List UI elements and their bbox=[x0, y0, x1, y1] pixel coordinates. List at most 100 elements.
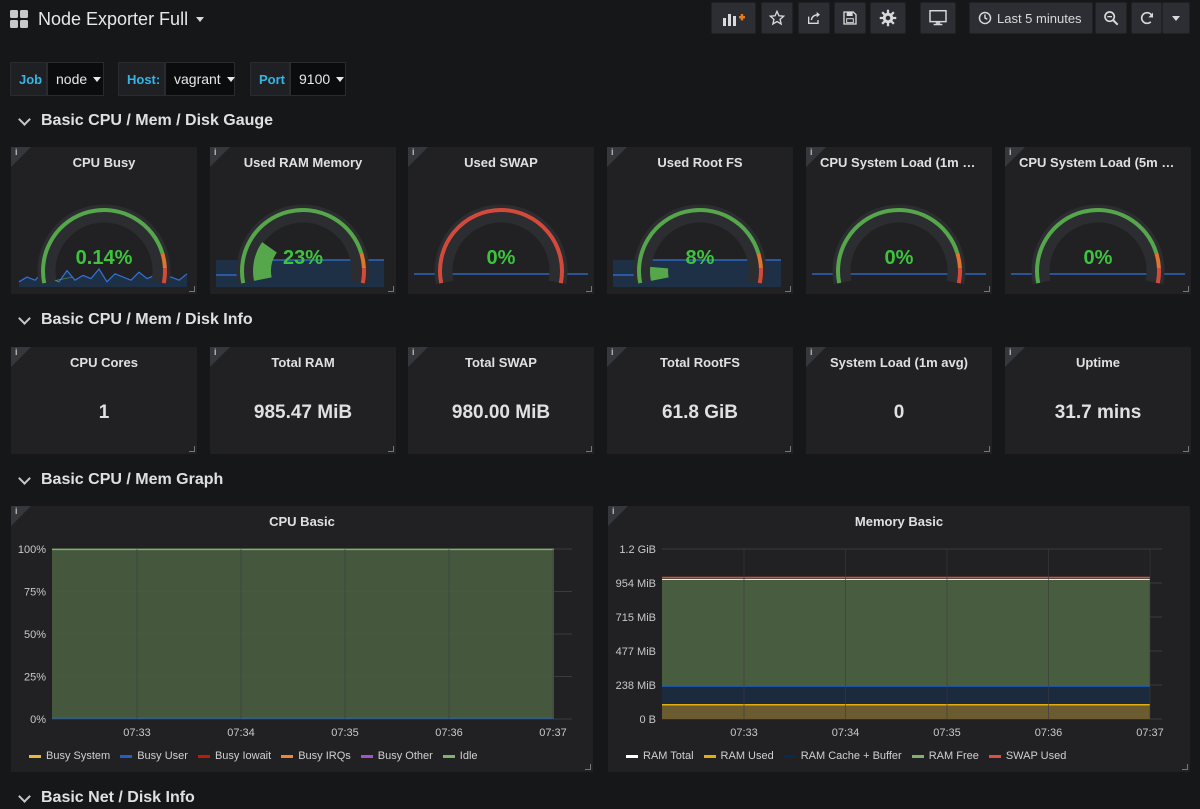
ram-used-area bbox=[662, 705, 1150, 719]
x-tick-label: 07:36 bbox=[1035, 727, 1063, 739]
zoom-out-button[interactable] bbox=[1095, 2, 1127, 34]
stat-panel[interactable]: i Total RAM 985.47 MiB bbox=[210, 347, 396, 454]
legend-item[interactable]: Busy IRQs bbox=[281, 750, 351, 762]
x-tick-label: 07:35 bbox=[933, 727, 961, 739]
settings-button[interactable] bbox=[870, 2, 906, 34]
panel-resize-handle[interactable] bbox=[1182, 764, 1188, 770]
x-tick-label: 07:36 bbox=[435, 727, 463, 739]
legend-swatch bbox=[29, 755, 41, 758]
legend-item[interactable]: RAM Total bbox=[626, 750, 694, 762]
time-range-picker[interactable]: Last 5 minutes bbox=[969, 2, 1093, 34]
gauge-panel[interactable]: i CPU System Load (1m avg) 0% bbox=[806, 147, 992, 294]
add-panel-button[interactable] bbox=[711, 2, 756, 34]
gauge-panel[interactable]: i CPU System Load (5m avg) 0% bbox=[1005, 147, 1191, 294]
panel-title[interactable]: Uptime bbox=[1005, 355, 1191, 370]
legend-label: Busy System bbox=[46, 750, 110, 762]
legend-item[interactable]: RAM Cache + Buffer bbox=[784, 750, 902, 762]
variable-job-select[interactable]: node bbox=[47, 62, 104, 96]
panel-title[interactable]: Total RAM bbox=[210, 355, 396, 370]
legend-label: Busy Iowait bbox=[215, 750, 271, 762]
row-info-header[interactable]: Basic CPU / Mem / Disk Info bbox=[20, 309, 253, 331]
variable-label: Job bbox=[10, 62, 47, 96]
idle-area bbox=[52, 549, 554, 719]
star-icon bbox=[769, 10, 785, 26]
gauge-panel[interactable]: i Used Root FS 8% bbox=[607, 147, 793, 294]
panel-resize-handle[interactable] bbox=[1183, 446, 1189, 452]
legend-swatch bbox=[120, 755, 132, 758]
gear-icon bbox=[879, 9, 897, 27]
legend-swatch bbox=[198, 755, 210, 758]
panel-resize-handle[interactable] bbox=[785, 446, 791, 452]
x-tick-label: 07:35 bbox=[331, 727, 359, 739]
panel-title[interactable]: System Load (1m avg) bbox=[806, 355, 992, 370]
gauge-threshold-crit bbox=[164, 268, 165, 283]
row-gauge-header[interactable]: Basic CPU / Mem / Disk Gauge bbox=[20, 110, 273, 132]
refresh-interval-button[interactable] bbox=[1162, 2, 1190, 34]
panel-title[interactable]: Total RootFS bbox=[607, 355, 793, 370]
stat-panel[interactable]: i CPU Cores 1 bbox=[11, 347, 197, 454]
legend-item[interactable]: RAM Free bbox=[912, 750, 979, 762]
dashboards-icon[interactable] bbox=[10, 10, 28, 28]
legend-label: RAM Used bbox=[721, 750, 774, 762]
row-title: Basic CPU / Mem Graph bbox=[41, 471, 223, 489]
stat-panel[interactable]: i Uptime 31.7 mins bbox=[1005, 347, 1191, 454]
gauge-panel[interactable]: i Used SWAP 0% bbox=[408, 147, 594, 294]
panel-title[interactable]: Total SWAP bbox=[408, 355, 594, 370]
panel-resize-handle[interactable] bbox=[586, 446, 592, 452]
stat-value: 980.00 MiB bbox=[408, 402, 594, 424]
row-net-header[interactable]: Basic Net / Disk Info bbox=[20, 787, 195, 809]
panel-title[interactable]: CPU Cores bbox=[11, 355, 197, 370]
stat-panel[interactable]: i System Load (1m avg) 0 bbox=[806, 347, 992, 454]
dashboard-title: Node Exporter Full bbox=[38, 9, 188, 30]
tv-mode-button[interactable] bbox=[920, 2, 956, 34]
panel-title[interactable]: Memory Basic bbox=[608, 514, 1190, 529]
x-tick-label: 07:34 bbox=[227, 727, 255, 739]
legend-item[interactable]: SWAP Used bbox=[989, 750, 1067, 762]
panel-resize-handle[interactable] bbox=[585, 764, 591, 770]
legend-item[interactable]: RAM Used bbox=[704, 750, 774, 762]
x-tick-label: 07:33 bbox=[123, 727, 151, 739]
gauge-chart bbox=[806, 147, 992, 294]
panel-resize-handle[interactable] bbox=[388, 446, 394, 452]
variable-port-select[interactable]: 9100 bbox=[290, 62, 346, 96]
stat-panel[interactable]: i Total RootFS 61.8 GiB bbox=[607, 347, 793, 454]
legend-label: RAM Free bbox=[929, 750, 979, 762]
legend-item[interactable]: Busy Iowait bbox=[198, 750, 271, 762]
gauge-panel[interactable]: i CPU Busy 0.14% bbox=[11, 147, 197, 294]
legend-item[interactable]: Busy User bbox=[120, 750, 188, 762]
ram-free-area bbox=[662, 579, 1150, 687]
stat-value: 61.8 GiB bbox=[607, 402, 793, 424]
row-title: Basic CPU / Mem / Disk Gauge bbox=[41, 112, 273, 130]
dashboard-title-picker[interactable]: Node Exporter Full bbox=[38, 6, 204, 32]
chevron-down-icon bbox=[18, 472, 31, 485]
refresh-button[interactable] bbox=[1131, 2, 1162, 34]
stat-panel[interactable]: i Total SWAP 980.00 MiB bbox=[408, 347, 594, 454]
clock-icon bbox=[978, 11, 992, 25]
row-graph-header[interactable]: Basic CPU / Mem Graph bbox=[20, 469, 223, 491]
gauge-value: 0.14% bbox=[11, 247, 197, 270]
legend-swatch bbox=[626, 755, 638, 758]
y-tick-label: 477 MiB bbox=[616, 646, 656, 658]
gauge-panel[interactable]: i Used RAM Memory 23% bbox=[210, 147, 396, 294]
variable-host-select[interactable]: vagrant bbox=[165, 62, 235, 96]
legend-item[interactable]: Busy Other bbox=[361, 750, 433, 762]
gauge-threshold-crit bbox=[1158, 268, 1159, 283]
panel-resize-handle[interactable] bbox=[189, 446, 195, 452]
gauge-value: 0% bbox=[806, 247, 992, 270]
stat-value: 0 bbox=[806, 402, 992, 424]
legend-item[interactable]: Idle bbox=[443, 750, 478, 762]
legend-item[interactable]: Busy System bbox=[29, 750, 110, 762]
panel-title[interactable]: CPU Basic bbox=[11, 514, 593, 529]
share-button[interactable] bbox=[798, 2, 830, 34]
stat-value: 31.7 mins bbox=[1005, 402, 1191, 424]
chevron-down-icon bbox=[18, 113, 31, 126]
save-button[interactable] bbox=[834, 2, 866, 34]
star-button[interactable] bbox=[761, 2, 793, 34]
gauge-threshold-crit bbox=[760, 268, 761, 283]
panel-resize-handle[interactable] bbox=[984, 446, 990, 452]
x-tick-label: 07:37 bbox=[1136, 727, 1164, 739]
